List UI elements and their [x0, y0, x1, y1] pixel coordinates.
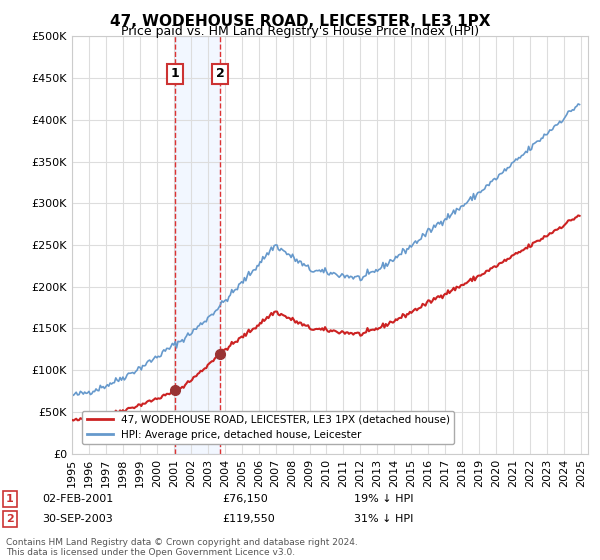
Text: 47, WODEHOUSE ROAD, LEICESTER, LE3 1PX: 47, WODEHOUSE ROAD, LEICESTER, LE3 1PX: [110, 14, 490, 29]
Text: 2: 2: [216, 67, 225, 81]
Text: 2: 2: [6, 514, 14, 524]
Text: £119,550: £119,550: [222, 514, 275, 524]
Text: 1: 1: [6, 494, 14, 504]
Text: Price paid vs. HM Land Registry's House Price Index (HPI): Price paid vs. HM Land Registry's House …: [121, 25, 479, 38]
Text: 1: 1: [171, 67, 179, 81]
Text: 02-FEB-2001: 02-FEB-2001: [42, 494, 113, 504]
Text: Contains HM Land Registry data © Crown copyright and database right 2024.
This d: Contains HM Land Registry data © Crown c…: [6, 538, 358, 557]
Legend: 47, WODEHOUSE ROAD, LEICESTER, LE3 1PX (detached house), HPI: Average price, det: 47, WODEHOUSE ROAD, LEICESTER, LE3 1PX (…: [82, 410, 454, 444]
Text: 30-SEP-2003: 30-SEP-2003: [42, 514, 113, 524]
Bar: [175, 36, 220, 454]
Text: £76,150: £76,150: [222, 494, 268, 504]
Text: 31% ↓ HPI: 31% ↓ HPI: [354, 514, 413, 524]
Text: 19% ↓ HPI: 19% ↓ HPI: [354, 494, 413, 504]
